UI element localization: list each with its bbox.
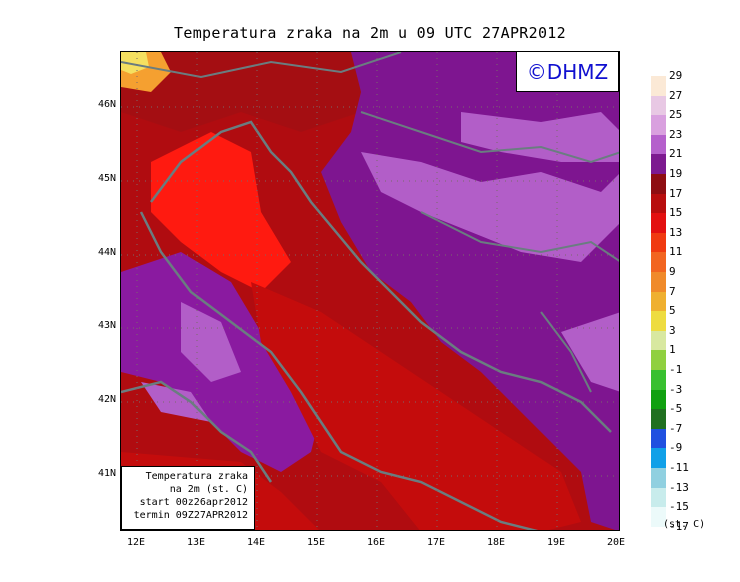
- legend-label: 13: [669, 225, 683, 239]
- lon-label: 19E: [546, 537, 566, 548]
- border-south: [540, 311, 592, 393]
- legend-swatch: [651, 134, 666, 155]
- legend-label: 9: [669, 265, 676, 278]
- legend-label: -1: [669, 363, 683, 376]
- legend-label: 25: [669, 108, 683, 122]
- lat-label: 46N: [97, 99, 116, 110]
- map-region-highland-1: [361, 152, 619, 262]
- legend-label: 11: [669, 245, 683, 259]
- legend-swatch: [651, 174, 666, 194]
- legend-swatch: [651, 350, 666, 371]
- lon-label: 20E: [606, 537, 626, 548]
- legend-swatch: [651, 370, 666, 390]
- dhmz-logo: ©DHMZ: [516, 51, 619, 92]
- lon-label: 15E: [306, 537, 326, 548]
- map-region-adriatic-warm: [151, 132, 291, 292]
- legend-swatch: [651, 252, 666, 273]
- lon-label: 16E: [366, 537, 386, 548]
- lon-label: 14E: [246, 537, 266, 548]
- legend-swatch: [651, 389, 666, 410]
- legend-swatch: [651, 468, 666, 488]
- map-region-hot-core: [121, 52, 149, 74]
- coastline-east: [150, 120, 612, 433]
- legend-label: 1: [669, 343, 676, 357]
- border-north: [360, 111, 619, 164]
- lon-label: 12E: [126, 537, 146, 548]
- legend-label: 15: [669, 206, 683, 220]
- info-line-1: Temperatura zraka: [145, 471, 248, 482]
- legend-swatch: [651, 115, 666, 136]
- map-region-north: [121, 52, 381, 132]
- legend-label: -17: [669, 519, 689, 533]
- lon-label: 17E: [426, 537, 446, 548]
- legend-label: -7: [669, 421, 683, 435]
- lat-label: 43N: [97, 320, 116, 331]
- map-canvas: [121, 52, 619, 530]
- legend-swatch: [651, 507, 666, 528]
- legend-label: -9: [669, 441, 683, 455]
- legend-label: -5: [669, 402, 683, 416]
- coastline-italy: [139, 211, 539, 530]
- legend-label: 29: [669, 69, 683, 82]
- legend-swatch: [651, 448, 666, 469]
- legend-label: 7: [669, 284, 676, 298]
- legend-label: -13: [669, 480, 689, 494]
- lon-label: 13E: [186, 537, 206, 548]
- lat-label: 45N: [97, 173, 116, 184]
- legend-swatch: [651, 409, 666, 430]
- legend-label: 23: [669, 127, 683, 141]
- info-line-4: termin 09Z27APR2012: [133, 510, 248, 521]
- legend-label: 27: [669, 88, 683, 102]
- map-region-italy-highland: [181, 302, 241, 382]
- legend-label: 21: [669, 147, 683, 161]
- lon-label: 18E: [486, 537, 506, 548]
- legend-label: 3: [669, 323, 676, 337]
- info-line-3: start 00z26apr2012: [139, 497, 248, 508]
- legend-swatch: [651, 95, 666, 116]
- legend-unit: (st. C): [663, 519, 706, 530]
- legend-swatch: [651, 428, 666, 449]
- legend-label: -11: [669, 461, 689, 474]
- legend-label: -15: [669, 500, 689, 514]
- lat-label: 41N: [97, 468, 116, 479]
- graticule: [121, 52, 619, 530]
- legend-swatch: [651, 232, 666, 253]
- legend-label: 19: [669, 167, 683, 180]
- legend-label: -3: [669, 382, 683, 396]
- legend-swatch: [651, 291, 666, 312]
- lat-label: 44N: [97, 247, 116, 258]
- legend-label: 5: [669, 304, 676, 318]
- legend-label: 17: [669, 186, 683, 200]
- legend-swatch: [651, 311, 666, 332]
- legend-swatch: [651, 154, 666, 175]
- map-region-highland-3: [561, 312, 619, 392]
- map-title: Temperatura zraka na 2m u 09 UTC 27APR20…: [174, 24, 566, 42]
- border-central: [420, 211, 619, 262]
- temperature-map: [120, 51, 620, 531]
- coastline-italy-south: [121, 380, 273, 483]
- lat-label: 42N: [97, 394, 116, 405]
- legend-swatch: [651, 487, 666, 508]
- border-alps: [121, 52, 402, 79]
- info-line-2: na 2m (st. C): [169, 484, 248, 495]
- legend-swatch: [651, 193, 666, 214]
- legend-swatch: [651, 213, 666, 234]
- legend-swatch: [651, 330, 666, 351]
- legend-swatch: [651, 76, 666, 96]
- legend-swatch: [651, 272, 666, 292]
- info-box: Temperatura zraka na 2m (st. C) start 00…: [121, 466, 255, 530]
- map-region-adriatic-south: [251, 282, 581, 530]
